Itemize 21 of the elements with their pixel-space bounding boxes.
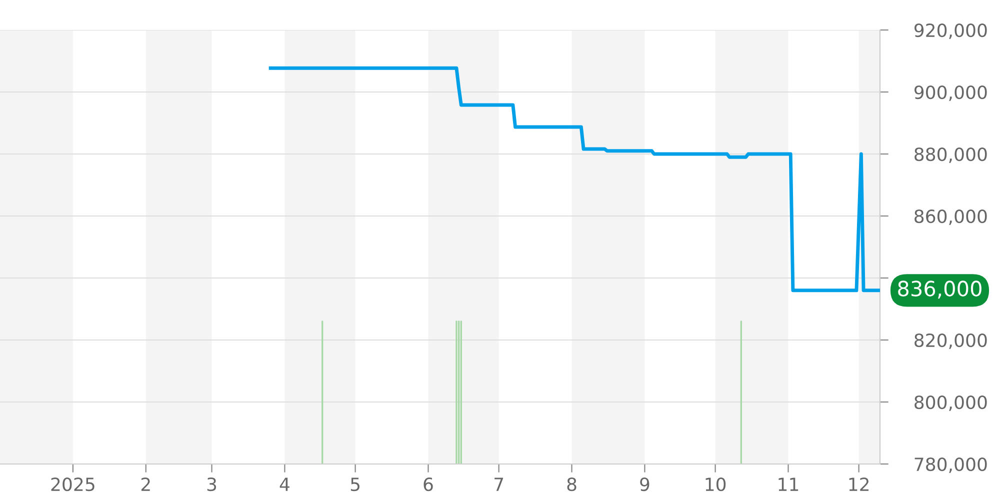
x-tick-label: 5 [350, 478, 360, 492]
x-tick-label: 9 [640, 478, 650, 492]
y-tick-label: 900,000 [914, 85, 987, 101]
y-tick-label: 880,000 [914, 147, 987, 163]
x-tick-label: 12 [849, 478, 869, 491]
annotation: 836,000 [898, 280, 982, 299]
x-tick-label: 10 [706, 478, 726, 492]
x-tick-label: 6 [424, 478, 433, 492]
x-tick-label: 2 [141, 478, 150, 491]
x-tick-label: 4 [280, 478, 290, 491]
line-series [268, 66, 880, 292]
y-tick-label: 920,000 [914, 23, 987, 39]
y-tick-label: 800,000 [914, 395, 987, 411]
x-tick-label: 7 [494, 478, 504, 491]
y-tick-label: 860,000 [914, 209, 987, 225]
y-tick-label: 820,000 [914, 333, 987, 349]
x-tick-label: 11 [778, 478, 798, 491]
y-tick-label: 780,000 [914, 457, 987, 473]
x-tick-label: 3 [207, 478, 216, 492]
x-tick-label: 8 [567, 478, 576, 492]
x-tick-label: 2025 [51, 478, 94, 492]
